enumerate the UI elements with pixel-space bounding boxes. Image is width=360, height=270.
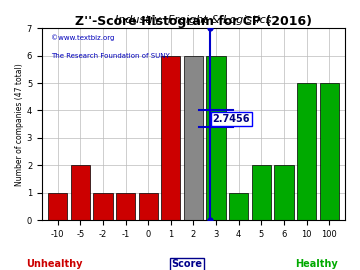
Text: Industry: Freight & Logistics: Industry: Freight & Logistics — [115, 15, 272, 25]
Text: ©www.textbiz.org: ©www.textbiz.org — [51, 34, 114, 40]
Bar — [206, 56, 226, 220]
Bar — [252, 165, 271, 220]
Title: Z''-Score Histogram for CP (2016): Z''-Score Histogram for CP (2016) — [75, 15, 312, 28]
Text: The Research Foundation of SUNY: The Research Foundation of SUNY — [51, 53, 170, 59]
Text: 2.7456: 2.7456 — [212, 114, 250, 124]
Bar — [184, 56, 203, 220]
Bar — [274, 165, 293, 220]
Bar — [48, 193, 67, 220]
Bar — [71, 165, 90, 220]
Bar — [161, 56, 180, 220]
Text: Score: Score — [172, 259, 203, 269]
Y-axis label: Number of companies (47 total): Number of companies (47 total) — [15, 63, 24, 185]
Bar — [116, 193, 135, 220]
Bar — [139, 193, 158, 220]
Bar — [93, 193, 113, 220]
Text: Healthy: Healthy — [296, 259, 338, 269]
Bar — [297, 83, 316, 220]
Bar — [320, 83, 339, 220]
Bar — [229, 193, 248, 220]
Text: Unhealthy: Unhealthy — [26, 259, 82, 269]
